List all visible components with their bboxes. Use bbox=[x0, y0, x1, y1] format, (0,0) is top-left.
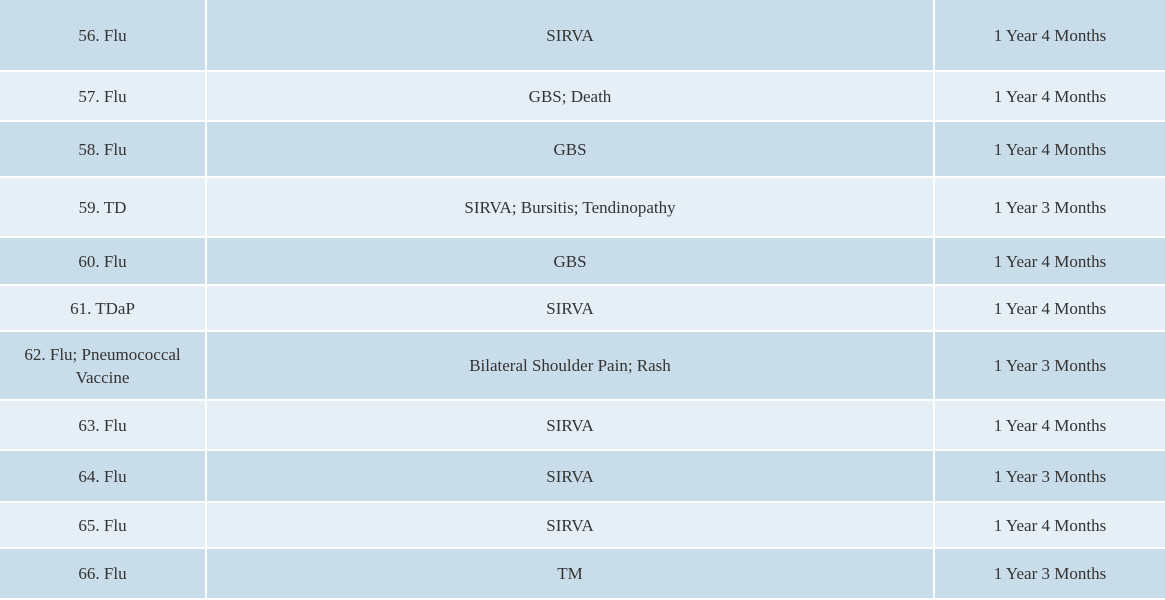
injury-cell: GBS; Death bbox=[207, 72, 933, 120]
injury-cell: TM bbox=[207, 549, 933, 598]
injury-cell: SIRVA; Bursitis; Tendinopathy bbox=[207, 178, 933, 236]
vaccine-cell: 57. Flu bbox=[0, 72, 205, 120]
duration-cell: 1 Year 4 Months bbox=[935, 0, 1165, 70]
duration-cell: 1 Year 4 Months bbox=[935, 72, 1165, 120]
duration-cell: 1 Year 4 Months bbox=[935, 503, 1165, 547]
vaccine-cell: 64. Flu bbox=[0, 451, 205, 501]
duration-cell: 1 Year 3 Months bbox=[935, 549, 1165, 598]
vaccine-cell: 60. Flu bbox=[0, 238, 205, 284]
injury-cell: SIRVA bbox=[207, 503, 933, 547]
vaccine-cell: 59. TD bbox=[0, 178, 205, 236]
duration-cell: 1 Year 4 Months bbox=[935, 238, 1165, 284]
injury-cell: SIRVA bbox=[207, 451, 933, 501]
vaccine-cell: 63. Flu bbox=[0, 401, 205, 449]
vaccine-cell: 56. Flu bbox=[0, 0, 205, 70]
injury-cell: GBS bbox=[207, 122, 933, 176]
vaccine-cell: 61. TDaP bbox=[0, 286, 205, 330]
vaccine-cell: 65. Flu bbox=[0, 503, 205, 547]
injury-cell: SIRVA bbox=[207, 401, 933, 449]
vaccine-cell: 62. Flu; Pneumococcal Vaccine bbox=[0, 332, 205, 399]
injury-cell: SIRVA bbox=[207, 286, 933, 330]
duration-cell: 1 Year 4 Months bbox=[935, 122, 1165, 176]
injury-cell: SIRVA bbox=[207, 0, 933, 70]
duration-cell: 1 Year 3 Months bbox=[935, 178, 1165, 236]
injury-cell: Bilateral Shoulder Pain; Rash bbox=[207, 332, 933, 399]
duration-cell: 1 Year 4 Months bbox=[935, 401, 1165, 449]
duration-cell: 1 Year 3 Months bbox=[935, 451, 1165, 501]
injury-cell: GBS bbox=[207, 238, 933, 284]
duration-cell: 1 Year 4 Months bbox=[935, 286, 1165, 330]
vaccine-cell: 58. Flu bbox=[0, 122, 205, 176]
vaccine-cell: 66. Flu bbox=[0, 549, 205, 598]
duration-cell: 1 Year 3 Months bbox=[935, 332, 1165, 399]
